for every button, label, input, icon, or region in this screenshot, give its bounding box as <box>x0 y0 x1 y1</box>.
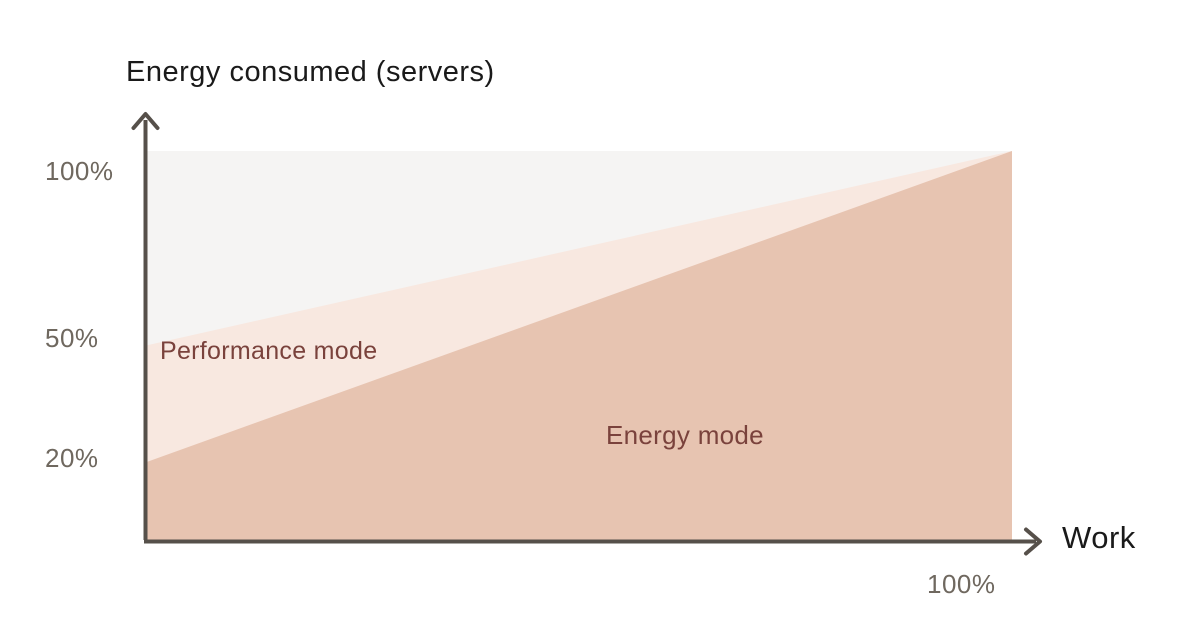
performance-mode-label: Performance mode <box>160 337 378 365</box>
energy-mode-area <box>146 151 1012 540</box>
x-axis-arrow-icon <box>1024 527 1042 556</box>
energy-mode-label: Energy mode <box>606 420 764 450</box>
chart-title: Energy consumed (servers) <box>126 56 495 88</box>
x-axis-title: Work <box>1062 520 1136 555</box>
y-tick-label-100: 100% <box>45 156 114 186</box>
y-tick-label-20: 20% <box>45 443 99 473</box>
y-tick-label-50: 50% <box>45 323 99 353</box>
y-axis-arrow-icon <box>131 112 160 130</box>
x-tick-label-100: 100% <box>927 569 996 599</box>
